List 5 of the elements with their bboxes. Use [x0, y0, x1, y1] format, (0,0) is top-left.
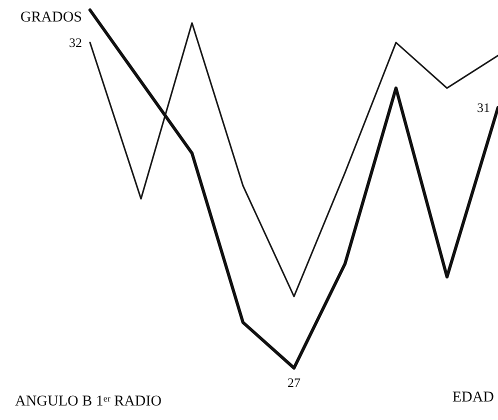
data-label: 32: [69, 35, 82, 50]
x-axis-title: EDAD: [452, 390, 494, 406]
data-label: 27: [288, 375, 301, 390]
data-label: 31: [477, 100, 490, 116]
y-axis-title: GRADOS: [20, 10, 82, 26]
